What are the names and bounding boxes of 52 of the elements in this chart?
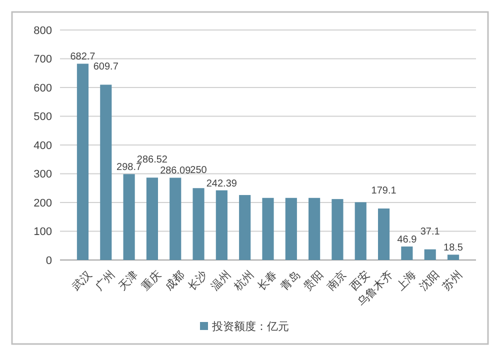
data-label: 250 [190,165,208,176]
legend-label: 投资额度：亿元 [211,320,289,333]
data-label: 46.9 [397,234,418,246]
data-label: 242.39 [206,178,238,190]
y-tick-label: 600 [34,82,52,94]
data-label: 18.5 [444,242,464,254]
x-tick-label: 苏州 [440,268,465,294]
bar [123,174,135,260]
x-tick-label: 青岛 [278,268,303,294]
data-label: 286.09 [160,166,192,177]
x-tick-label: 长春 [254,268,280,294]
bar [447,254,460,260]
x-tick-label: 广州 [92,268,118,294]
data-label: 179.1 [371,186,397,197]
y-tick-label: 200 [34,197,52,210]
bar [401,246,413,260]
data-label: 609.7 [93,62,119,73]
data-label: 298.7 [116,162,142,174]
bar [285,198,297,260]
bar [378,208,390,260]
x-tick-label: 长沙 [185,268,210,294]
x-tick-label: 杭州 [230,268,256,294]
bar [170,178,182,260]
x-tick-label: 沈阳 [416,268,442,294]
bar [100,84,112,260]
y-tick-label: 300 [34,168,52,181]
x-tick-label: 南京 [324,268,350,294]
bar [354,202,366,260]
x-tick-label: 温州 [208,268,234,294]
bar [216,190,228,260]
data-label: 682.7 [70,52,96,63]
bar [146,178,158,260]
bar [192,188,204,260]
x-tick-label: 重庆 [139,268,164,294]
bar [262,198,274,260]
x-tick-label: 天津 [116,268,141,294]
y-tick-label: 500 [34,111,52,124]
x-tick-label: 成都 [162,268,187,294]
x-tick-label: 贵阳 [301,268,326,294]
bar [239,195,251,260]
bar [424,249,436,260]
x-tick-label: 上海 [394,268,419,294]
x-tick-label: 武汉 [70,268,94,294]
data-label: 37.1 [420,226,440,238]
y-tick-label: 100 [34,226,52,238]
y-tick-label: 800 [34,24,52,37]
bar [332,199,344,260]
y-tick-label: 400 [34,140,52,152]
y-tick-label: 0 [46,254,52,267]
bar [76,64,89,260]
y-tick-label: 700 [34,54,52,66]
bar [308,198,320,260]
